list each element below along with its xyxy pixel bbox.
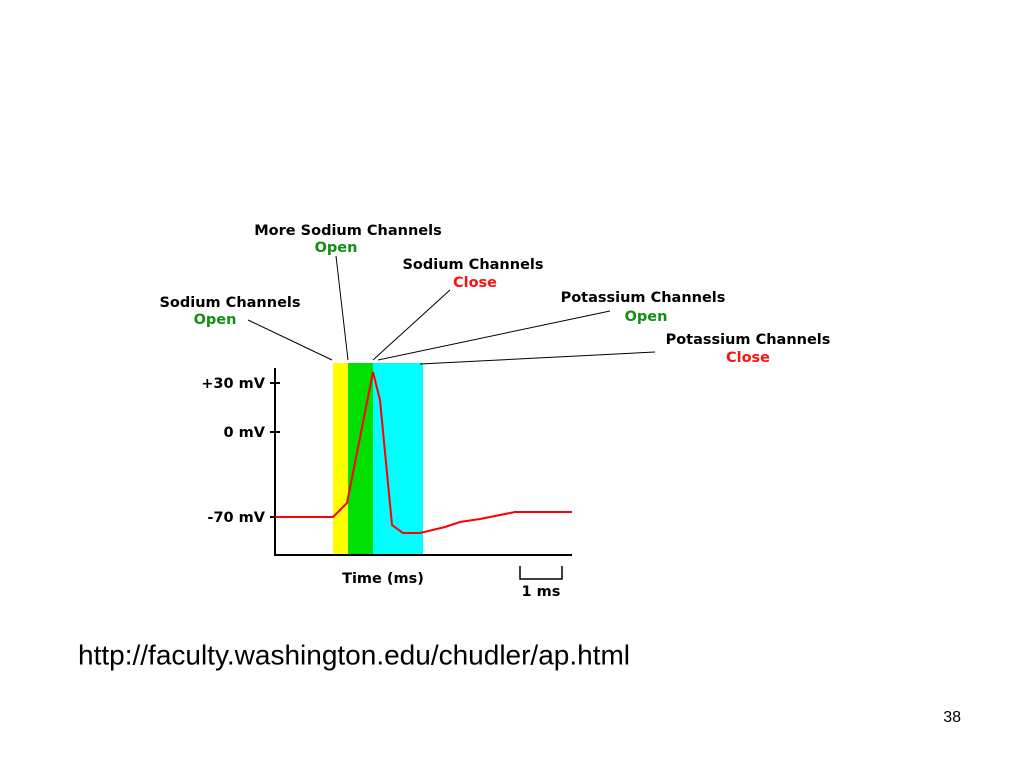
scale-bar-label: 1 ms bbox=[522, 584, 561, 600]
annotation-title: Potassium Channels bbox=[666, 332, 831, 348]
pointer-lines bbox=[247, 255, 656, 365]
y-axis-label: -70 mV bbox=[207, 510, 265, 526]
action-potential-curve bbox=[275, 371, 572, 534]
annotation-state: Open bbox=[315, 240, 358, 256]
annotation-state: Close bbox=[453, 275, 497, 291]
y-axis-label: 0 mV bbox=[224, 425, 266, 441]
annotation-state: Open bbox=[194, 312, 237, 328]
annotation-title: Sodium Channels bbox=[402, 257, 543, 273]
band-potassium bbox=[373, 363, 423, 555]
band-sodium-open bbox=[333, 363, 348, 555]
axes bbox=[270, 368, 572, 556]
page-number: 38 bbox=[943, 709, 961, 726]
x-axis-label: Time (ms) bbox=[342, 571, 424, 587]
source-url: http://faculty.washington.edu/chudler/ap… bbox=[78, 639, 630, 670]
annotation-state: Close bbox=[726, 350, 770, 366]
y-axis-label: +30 mV bbox=[201, 376, 265, 392]
scale-bar bbox=[519, 566, 563, 580]
annotation-title: More Sodium Channels bbox=[254, 223, 442, 239]
annotation-state: Open bbox=[625, 309, 668, 325]
annotation-title: Potassium Channels bbox=[561, 290, 726, 306]
annotation-title: Sodium Channels bbox=[159, 295, 300, 311]
